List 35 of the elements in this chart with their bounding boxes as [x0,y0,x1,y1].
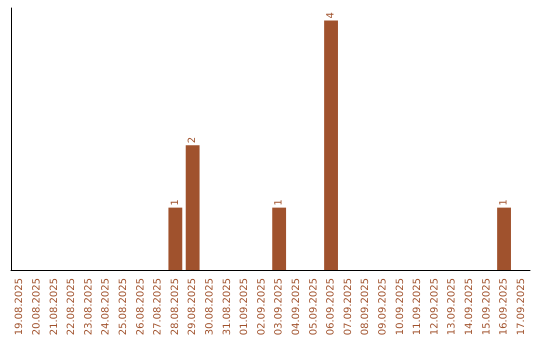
x-tick-label: 15.09.2025 [481,278,492,336]
x-tick-label: 05.09.2025 [308,278,320,336]
data-label: 2 [187,136,198,144]
x-tick-label: 25.08.2025 [118,278,129,336]
x-tick-label: 24.08.2025 [100,278,112,336]
x-tick-label: 27.08.2025 [152,278,164,336]
x-tick-label: 04.09.2025 [290,278,302,336]
data-label: 1 [170,199,181,206]
x-tick-label: 14.09.2025 [464,278,475,336]
x-tick-label: 30.08.2025 [204,278,216,336]
x-tick-label: 09.09.2025 [377,278,388,336]
x-tick-label: 08.09.2025 [360,278,372,336]
x-tick-label: 29.08.2025 [187,278,198,336]
x-tick-label: 06.09.2025 [326,278,337,336]
x-tick-label: 02.09.2025 [256,278,268,336]
x-tick-label: 13.09.2025 [446,278,458,336]
x-tick-label: 20.08.2025 [31,278,42,336]
x-tick-label: 21.08.2025 [48,278,60,336]
x-tick-label: 16.09.2025 [498,278,510,336]
x-tick-label: 12.09.2025 [429,278,440,336]
data-label: 1 [498,199,510,206]
x-tick-label: 10.09.2025 [394,278,406,336]
x-tick-label: 31.08.2025 [222,278,233,336]
x-tick-label: 11.09.2025 [412,278,424,336]
data-label: 4 [326,12,337,18]
x-tick-label: 23.08.2025 [83,278,94,336]
x-tick-label: 01.09.2025 [239,278,250,336]
x-tick-label: 22.08.2025 [66,278,78,336]
data-label: 1 [274,199,285,206]
x-tick-label: 07.09.2025 [342,278,354,336]
x-tick-label: 28.08.2025 [170,278,181,336]
x-tick-label: 17.09.2025 [516,278,527,336]
x-tick-label: 26.08.2025 [135,278,146,336]
x-tick-label: 03.09.2025 [274,278,285,336]
x-tick-label: 19.08.2025 [14,278,26,336]
